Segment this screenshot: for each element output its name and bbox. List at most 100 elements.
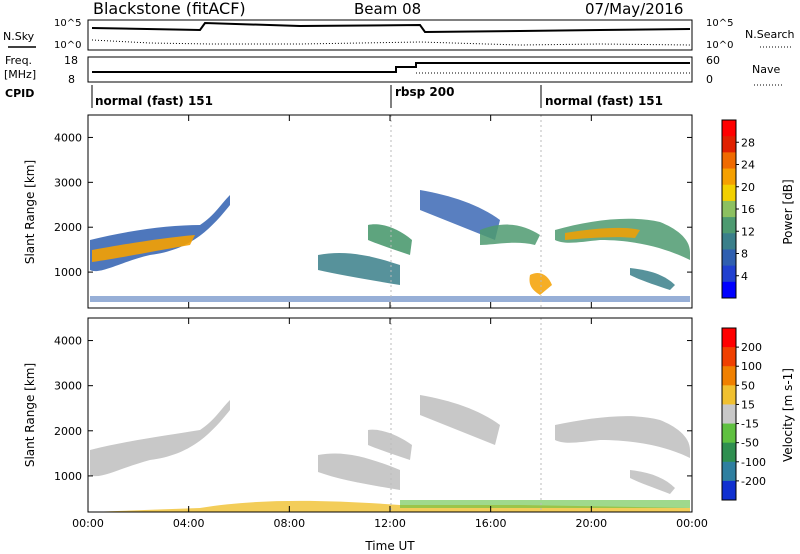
x-tick-label: 08:00 — [273, 517, 305, 530]
x-tick-label: 20:00 — [575, 517, 607, 530]
colorbar-tick-label: 50 — [741, 379, 755, 392]
station-title: Blackstone (fitACF) — [93, 0, 246, 18]
colorbar-tick-label: 200 — [741, 341, 762, 354]
colorbar-segment — [722, 328, 736, 348]
colorbar-segment — [722, 461, 736, 482]
colorbar-tick-label: 28 — [741, 136, 755, 149]
colorbar-tick-label: 12 — [741, 225, 755, 238]
colorbar-segment — [722, 423, 736, 444]
date-title: 07/May/2016 — [585, 0, 683, 18]
y-tick-label: 3000 — [54, 380, 82, 393]
freq-unit: [MHz] — [4, 68, 36, 81]
power-blob-2000-mid — [480, 224, 540, 245]
freq-tick-top: 18 — [64, 54, 78, 67]
colorbar-segment — [722, 265, 736, 283]
power-blob-low-mid — [529, 273, 552, 295]
power-colorbar-label: Power [dB] — [781, 179, 795, 244]
colorbar-tick-label: -200 — [741, 475, 766, 488]
velocity-xticks: 00:00 04:00 08:00 12:00 16:00 20:00 00:00 — [72, 318, 708, 530]
freq-line — [92, 62, 690, 73]
colorbar-tick-label: -100 — [741, 456, 766, 469]
power-yticks: 1000 2000 3000 4000 — [54, 131, 692, 279]
nave-tick-bottom: 0 — [706, 73, 713, 86]
power-blob-2200 — [420, 190, 500, 240]
colorbar-tick-label: 16 — [741, 203, 755, 216]
colorbar-tick-label: 100 — [741, 360, 762, 373]
colorbar-segment — [722, 249, 736, 267]
velocity-blob-left — [90, 400, 230, 477]
x-tick-label: 12:00 — [374, 517, 406, 530]
y-tick-label: 1000 — [54, 470, 82, 483]
power-blob-1700 — [368, 224, 412, 255]
power-blob-main-core — [92, 235, 195, 262]
x-tick-label: 00:00 — [72, 517, 104, 530]
freq-tick-bottom: 8 — [68, 73, 75, 86]
power-blob-low-right — [630, 268, 675, 290]
colorbar-frame — [721, 327, 737, 501]
velocity-ground-green — [400, 500, 690, 508]
freq-panel: Freq. [MHz] 18 8 60 0 Nave — [4, 54, 784, 86]
y-tick-label: 2000 — [54, 221, 82, 234]
log-tick-right-bottom: 10^0 — [706, 40, 733, 51]
power-blobs — [90, 190, 690, 302]
nsky-line — [91, 21, 691, 34]
colorbar-segment — [722, 217, 736, 234]
colorbar-segment — [722, 152, 736, 170]
colorbar-segment — [722, 366, 736, 386]
colorbar-tick-label: 4 — [741, 270, 748, 283]
velocity-blob-mid — [318, 453, 400, 490]
nave-label: Nave — [752, 63, 780, 76]
colorbar-tick-label: 8 — [741, 248, 748, 261]
colorbar-segment — [722, 347, 736, 367]
power-ylabel: Slant Range [km] — [23, 160, 37, 264]
velocity-blobs — [90, 395, 690, 512]
cpid-segment-3: normal (fast) 151 — [545, 94, 663, 108]
log-tick-right-top: 10^5 — [706, 18, 733, 29]
velocity-blob-right — [555, 416, 690, 458]
x-tick-label: 04:00 — [173, 517, 205, 530]
cpid-label: CPID — [5, 87, 34, 100]
x-tick-label: 00:00 — [676, 517, 708, 530]
power-ground-band — [90, 296, 690, 302]
velocity-colorbar-label: Velocity [m s-1] — [781, 368, 795, 462]
power-blob-right-core — [565, 227, 640, 240]
y-tick-label: 4000 — [54, 335, 82, 348]
colorbar-segment — [722, 136, 736, 153]
colorbar-segment — [722, 480, 736, 501]
power-blob-right — [555, 218, 690, 260]
nsearch-line — [91, 39, 691, 46]
colorbar-segment — [722, 200, 736, 218]
colorbar-tick-label: 24 — [741, 159, 755, 172]
freq-label: Freq. — [5, 54, 32, 67]
log-tick-left-top: 10^5 — [54, 18, 81, 29]
nave-tick-top: 60 — [706, 54, 720, 67]
colorbar-segment — [722, 233, 736, 250]
power-xticks — [87, 115, 693, 308]
y-tick-label: 2000 — [54, 425, 82, 438]
power-panel: Slant Range [km] 1000 2000 3000 4000 — [23, 114, 693, 309]
colorbar-segment — [722, 120, 736, 137]
y-tick-label: 3000 — [54, 176, 82, 189]
colorbar-tick-label: 15 — [741, 398, 755, 411]
colorbar-tick-label: -15 — [741, 418, 759, 431]
colorbar-segment — [722, 442, 736, 463]
power-colorbar: 28 24 20 16 12 8 4 — [721, 119, 755, 299]
velocity-ylabel: Slant Range [km] — [23, 363, 37, 467]
cpid-segment-1: normal (fast) 151 — [95, 94, 213, 108]
velocity-blob-2400 — [420, 395, 500, 445]
log-tick-left-bottom: 10^0 — [54, 40, 81, 51]
colorbar-segment — [722, 184, 736, 202]
nsky-panel: N.Sky 10^5 10^0 10^5 10^0 N.Search — [3, 18, 795, 51]
velocity-blob-low-right — [630, 470, 675, 494]
colorbar-segment — [722, 404, 736, 425]
colorbar-segment — [722, 168, 736, 186]
colorbar-tick-label: -50 — [741, 437, 759, 450]
colorbar-tick-label: 20 — [741, 181, 755, 194]
colorbar-segment — [722, 281, 736, 299]
beam-title: Beam 08 — [354, 0, 421, 18]
power-blob-1000 — [318, 253, 400, 285]
x-tick-label: 16:00 — [475, 517, 507, 530]
cpid-row: CPID normal (fast) 151 rbsp 200 normal (… — [5, 85, 663, 108]
